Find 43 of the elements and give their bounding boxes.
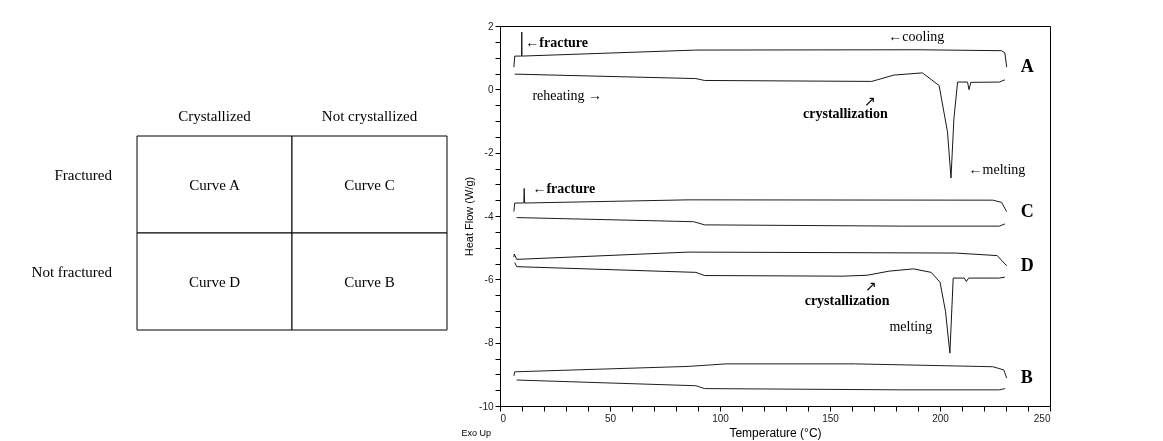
x-tick-label: 50 bbox=[604, 412, 617, 424]
y-tick-label: 2 bbox=[487, 20, 494, 32]
annotation: ←melting bbox=[968, 162, 1026, 178]
series-label: D bbox=[1020, 254, 1034, 275]
text: Curve B bbox=[344, 273, 395, 290]
annotation: ←fracture bbox=[525, 34, 589, 50]
series-label: C bbox=[1020, 200, 1034, 221]
series-label: B bbox=[1020, 367, 1033, 388]
annotation: ↗ bbox=[864, 279, 877, 295]
y-tick-label: -4 bbox=[484, 210, 494, 222]
text: Exo Up bbox=[461, 427, 492, 438]
y-axis-title: Heat Flow (W/g) bbox=[463, 176, 476, 257]
x-tick-label: 100 bbox=[712, 412, 730, 424]
text: Crystallized bbox=[178, 108, 252, 124]
annotation: ←cooling bbox=[888, 28, 945, 44]
x-tick-label: 0 bbox=[500, 412, 507, 424]
y-tick-label: -6 bbox=[484, 273, 494, 285]
annotation: melting bbox=[889, 318, 933, 334]
line-series bbox=[516, 379, 1006, 391]
x-axis-title: Temperature (°C) bbox=[729, 425, 822, 440]
text: Fractured bbox=[54, 166, 113, 183]
text: Not fractured bbox=[31, 263, 113, 280]
y-tick-label: -10 bbox=[479, 400, 494, 412]
line-series bbox=[513, 251, 1008, 267]
annotation: crystallization bbox=[803, 106, 888, 122]
y-tick-label: -8 bbox=[484, 337, 494, 349]
x-tick-label: 250 bbox=[1033, 412, 1051, 424]
text: Not crystallized bbox=[321, 108, 418, 124]
y-tick-label: 0 bbox=[487, 83, 494, 95]
annotation: crystallization bbox=[804, 292, 890, 308]
line-series bbox=[514, 262, 1006, 354]
series-label: A bbox=[1020, 56, 1034, 77]
line-series bbox=[516, 217, 1006, 227]
annotation: ←fracture bbox=[532, 180, 596, 196]
x-tick-label: 200 bbox=[932, 412, 950, 424]
line-series bbox=[513, 363, 1008, 379]
x-tick-label: 150 bbox=[822, 412, 840, 424]
text: Curve D bbox=[188, 273, 241, 290]
y-tick-label: -2 bbox=[484, 147, 494, 159]
text: Curve C bbox=[344, 176, 395, 193]
line-series bbox=[513, 31, 1008, 68]
text: Curve A bbox=[189, 176, 240, 193]
annotation: reheating → bbox=[532, 87, 603, 103]
